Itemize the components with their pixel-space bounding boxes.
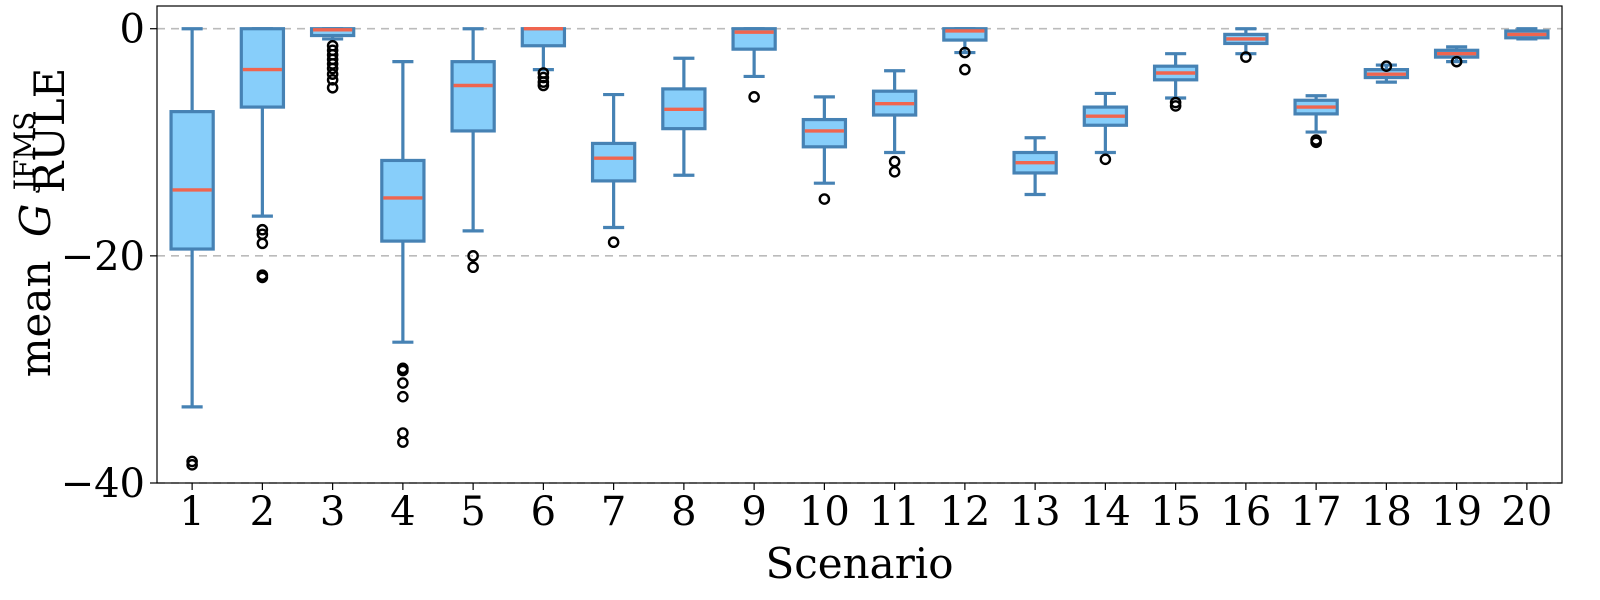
y-axis-label-symbol: G <box>11 204 60 238</box>
box-6 <box>520 27 567 48</box>
outlier-3-7 <box>326 74 339 86</box>
box-group-3 <box>309 27 356 94</box>
outlier-12-0 <box>959 46 971 59</box>
box-group-9 <box>731 27 777 103</box>
outlier-18-0 <box>1380 60 1393 72</box>
box-group-4 <box>380 60 426 448</box>
box-group-13 <box>1012 136 1058 197</box>
outlier-4-3 <box>397 390 409 403</box>
outlier-9-0 <box>748 91 760 103</box>
x-tick-label-7: 7 <box>601 489 626 535</box>
grid-lines <box>157 27 1562 484</box>
box-group-10 <box>801 95 848 205</box>
outlier-5-1 <box>467 261 479 274</box>
box-7 <box>590 141 637 183</box>
outlier-14-0 <box>1099 153 1112 166</box>
box-group-7 <box>590 92 637 249</box>
outlier-4-5 <box>397 436 409 448</box>
box-12 <box>942 27 988 42</box>
x-tick-label-6: 6 <box>531 489 556 535</box>
box-group-20 <box>1504 27 1550 41</box>
box-group-6 <box>520 27 567 92</box>
x-axis-label: Scenario <box>765 539 953 588</box>
outlier-10-0 <box>818 193 831 205</box>
y-axis-label-prefix: mean <box>11 261 60 378</box>
box-group-1 <box>169 27 215 471</box>
box-10 <box>801 117 848 149</box>
x-tick-label-1: 1 <box>179 489 204 535</box>
outlier-3-5 <box>326 62 339 75</box>
outlier-12-1 <box>959 63 971 76</box>
outlier-1-1 <box>186 459 198 471</box>
box-1 <box>169 110 215 251</box>
x-tick-label-3: 3 <box>320 489 345 535</box>
x-tick-label-12: 12 <box>939 489 990 535</box>
x-tick-label-2: 2 <box>250 489 275 535</box>
y-tick-label-1: −20 <box>61 234 145 280</box>
box-group-15 <box>1152 52 1199 112</box>
box-group-18 <box>1363 60 1410 84</box>
outlier-4-2 <box>397 377 409 389</box>
x-tick-label-11: 11 <box>869 489 920 535</box>
x-tick-label-14: 14 <box>1080 489 1131 535</box>
x-tick-label-15: 15 <box>1150 489 1201 535</box>
box-9 <box>731 27 777 51</box>
y-axis-ticks: 0 −20 −40 <box>61 7 157 507</box>
outlier-7-0 <box>607 236 620 249</box>
box-group-5 <box>450 27 496 274</box>
y-tick-label-2: −40 <box>61 461 145 507</box>
outlier-3-8 <box>326 81 339 94</box>
outlier-6-3 <box>537 79 550 92</box>
x-tick-label-5: 5 <box>460 489 485 535</box>
outlier-6-1 <box>537 71 550 84</box>
box-5 <box>450 60 496 133</box>
box-group-2 <box>239 27 286 284</box>
y-axis-label: mean G JFMS <box>8 112 60 378</box>
outlier-2-0 <box>256 223 269 236</box>
outlier-4-1 <box>397 364 409 377</box>
x-tick-label-17: 17 <box>1291 489 1342 535</box>
x-tick-label-10: 10 <box>799 489 850 535</box>
outlier-17-1 <box>1310 136 1322 149</box>
box-group-12 <box>942 27 988 76</box>
outlier-2-4 <box>256 271 269 284</box>
outlier-5-0 <box>467 250 479 262</box>
x-tick-label-8: 8 <box>671 489 696 535</box>
box-group-16 <box>1223 27 1269 63</box>
outlier-4-4 <box>397 427 409 439</box>
box-group-17 <box>1293 94 1339 149</box>
y-axis-label-superscript: JFMS <box>8 112 41 194</box>
plot-frame <box>156 5 1563 484</box>
outlier-3-6 <box>326 68 339 80</box>
x-axis-ticks: 1 2 3 4 5 6 7 8 9 10 11 12 13 14 15 16 17 18 19 20 <box>179 483 1552 535</box>
x-tick-label-9: 9 <box>741 489 766 535</box>
y-axis-label-subscript: RULE <box>25 68 74 194</box>
x-tick-label-16: 16 <box>1220 489 1271 535</box>
x-tick-label-20: 20 <box>1501 489 1552 535</box>
outlier-2-2 <box>256 237 269 250</box>
x-tick-label-4: 4 <box>390 489 415 535</box>
x-tick-label-13: 13 <box>1010 489 1061 535</box>
outlier-11-0 <box>888 155 901 168</box>
outlier-19-0 <box>1450 55 1463 68</box>
y-tick-label-0: 0 <box>120 7 145 53</box>
box-group-14 <box>1082 91 1129 166</box>
box-4 <box>380 158 426 243</box>
outlier-16-0 <box>1240 51 1252 63</box>
outlier-15-1 <box>1169 100 1182 112</box>
box-2 <box>239 27 286 109</box>
outlier-11-1 <box>888 166 901 178</box>
x-tick-label-19: 19 <box>1431 489 1482 535</box>
box-group-19 <box>1433 45 1480 68</box>
box-group-11 <box>871 69 918 178</box>
x-tick-label-18: 18 <box>1361 489 1412 535</box>
box-group-8 <box>661 56 707 177</box>
boxes <box>169 27 1550 471</box>
